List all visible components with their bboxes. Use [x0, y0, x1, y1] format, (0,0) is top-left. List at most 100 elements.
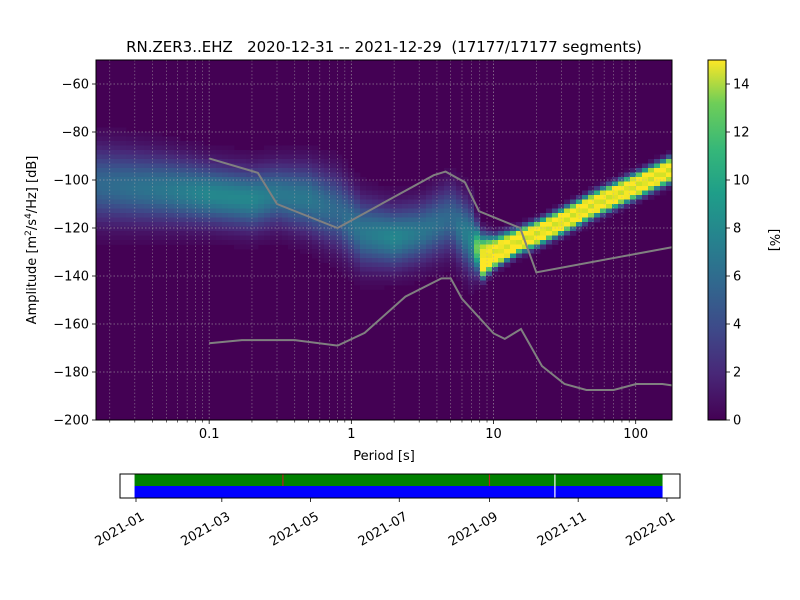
heatmap-cell [300, 181, 307, 187]
heatmap-cell [342, 249, 349, 254]
heatmap-cell [168, 226, 175, 232]
heatmap-cell [222, 159, 229, 164]
heatmap-cell [276, 168, 283, 173]
heatmap-cell [168, 222, 175, 227]
heatmap-cell [288, 226, 295, 232]
heatmap-cell [540, 235, 547, 241]
heatmap-cell [222, 235, 229, 241]
heatmap-cell [366, 258, 373, 263]
heatmap-cell [180, 154, 187, 160]
heatmap-cell [204, 235, 211, 241]
heatmap-cell [372, 186, 379, 191]
heatmap-cell [120, 132, 127, 137]
heatmap-cell [414, 222, 421, 227]
heatmap-cell [246, 244, 253, 250]
heatmap-cell [654, 177, 661, 182]
heatmap-cell [366, 186, 373, 191]
heatmap-cell [420, 267, 427, 272]
heatmap-cell [648, 168, 655, 173]
heatmap-cell [180, 199, 187, 205]
heatmap-cell [174, 163, 181, 169]
heatmap-cell [588, 195, 595, 200]
heatmap-cell [546, 217, 553, 223]
heatmap-cell [330, 231, 337, 236]
heatmap-cell [330, 240, 337, 245]
heatmap-cell [450, 204, 457, 209]
heatmap-cell [618, 181, 625, 187]
heatmap-cell [474, 208, 481, 214]
heatmap-cell [384, 231, 391, 236]
heatmap-cell [348, 186, 355, 191]
heatmap-cell [204, 199, 211, 205]
heatmap-cell [504, 222, 511, 227]
heatmap-cell [330, 249, 337, 254]
heatmap-cell [330, 208, 337, 214]
heatmap-cell [642, 168, 649, 173]
heatmap-cell [324, 235, 331, 241]
heatmap-cell [366, 267, 373, 272]
heatmap-cell [252, 217, 259, 223]
heatmap-cell [300, 204, 307, 209]
heatmap-cell [198, 159, 205, 164]
heatmap-cell [288, 235, 295, 241]
heatmap-cell [558, 222, 565, 227]
heatmap-cell [474, 285, 481, 290]
heatmap-cell [336, 190, 343, 196]
heatmap-cell [612, 181, 619, 187]
heatmap-cell [210, 204, 217, 209]
heatmap-cell [108, 186, 115, 191]
heatmap-cell [288, 199, 295, 205]
heatmap-cell [300, 231, 307, 236]
heatmap-cell [204, 190, 211, 196]
heatmap-cell [156, 136, 163, 142]
heatmap-cell [114, 195, 121, 200]
heatmap-cell [192, 190, 199, 196]
heatmap-cell [624, 190, 631, 196]
heatmap-cell [108, 204, 115, 209]
heatmap-cell [138, 190, 145, 196]
heatmap-cell [444, 253, 451, 259]
heatmap-cell [342, 217, 349, 223]
heatmap-cell [264, 159, 271, 164]
heatmap-cell [342, 262, 349, 268]
heatmap-cell [456, 240, 463, 245]
heatmap-cell [270, 172, 277, 178]
heatmap-cell [354, 262, 361, 268]
heatmap-cell [102, 127, 109, 133]
heatmap-cell [204, 213, 211, 218]
heatmap-cell [654, 190, 661, 196]
heatmap-cell [204, 150, 211, 155]
heatmap-cell [270, 213, 277, 218]
colorbar-tick-label: 4 [733, 318, 741, 333]
heatmap-cell [180, 141, 187, 146]
heatmap-cell [528, 235, 535, 241]
heatmap-cell [288, 145, 295, 151]
heatmap-cell [420, 181, 427, 187]
heatmap-cell [162, 141, 169, 146]
heatmap-cell [186, 213, 193, 218]
heatmap-cell [168, 231, 175, 236]
heatmap-cell [444, 208, 451, 214]
heatmap-cell [432, 231, 439, 236]
heatmap-cell [648, 190, 655, 196]
heatmap-cell [366, 231, 373, 236]
heatmap-cell [432, 222, 439, 227]
heatmap-cell [198, 195, 205, 200]
heatmap-cell [162, 199, 169, 205]
heatmap-cell [186, 145, 193, 151]
heatmap-cell [462, 244, 469, 250]
heatmap-cell [450, 195, 457, 200]
heatmap-cell [606, 195, 613, 200]
heatmap-cell [342, 208, 349, 214]
heatmap-cell [294, 217, 301, 223]
heatmap-cell [132, 231, 139, 236]
heatmap-cell [348, 222, 355, 227]
heatmap-cell [210, 208, 217, 214]
heatmap-cell [402, 217, 409, 223]
heatmap-cell [642, 190, 649, 196]
heatmap-cell [306, 181, 313, 187]
heatmap-cell [144, 222, 151, 227]
heatmap-cell [234, 217, 241, 223]
heatmap-cell [156, 141, 163, 146]
heatmap-cell [396, 249, 403, 254]
